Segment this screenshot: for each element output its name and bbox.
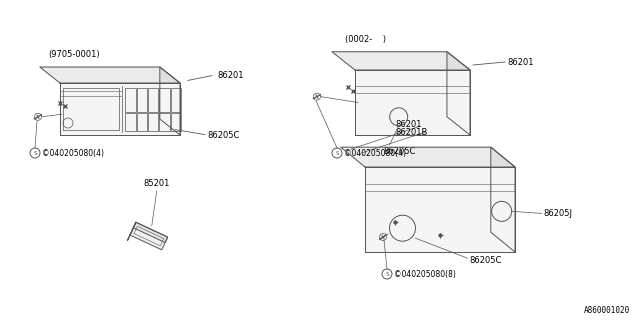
Text: 86205C: 86205C [384, 147, 416, 156]
Bar [63, 88, 120, 130]
Polygon shape [341, 147, 515, 167]
Polygon shape [60, 83, 180, 135]
Text: (0002-    ): (0002- ) [345, 35, 386, 44]
Text: 86205J: 86205J [544, 209, 573, 218]
Text: 85201: 85201 [143, 179, 170, 188]
Bar [171, 88, 181, 112]
Polygon shape [133, 222, 168, 243]
Bar [137, 88, 147, 112]
Bar [125, 88, 136, 112]
Bar [159, 113, 170, 131]
Text: 86201B: 86201B [395, 128, 428, 137]
Polygon shape [160, 67, 180, 135]
Text: ©040205080(4): ©040205080(4) [42, 148, 104, 157]
Text: S: S [385, 271, 389, 276]
Bar [171, 113, 181, 131]
Bar [148, 113, 158, 131]
Text: 86201: 86201 [217, 70, 243, 79]
Text: ©040205080(4): ©040205080(4) [344, 148, 406, 157]
Polygon shape [491, 147, 515, 252]
Text: S: S [33, 150, 37, 156]
Text: 86201: 86201 [507, 58, 534, 67]
Polygon shape [127, 222, 136, 240]
Text: S: S [335, 150, 339, 156]
Polygon shape [130, 222, 168, 250]
Polygon shape [332, 52, 470, 70]
Bar [159, 88, 170, 112]
Bar [125, 113, 136, 131]
Bar [137, 113, 147, 131]
Polygon shape [40, 67, 180, 83]
Text: 86201: 86201 [395, 120, 422, 129]
Bar [148, 88, 158, 112]
Text: 86205C: 86205C [207, 131, 239, 140]
Text: (9705-0001): (9705-0001) [48, 50, 100, 59]
Text: 86205C: 86205C [470, 256, 502, 265]
Polygon shape [355, 70, 470, 135]
Polygon shape [365, 167, 515, 252]
Polygon shape [447, 52, 470, 135]
Text: ©040205080(8): ©040205080(8) [394, 269, 456, 278]
Text: A860001020: A860001020 [584, 306, 630, 315]
